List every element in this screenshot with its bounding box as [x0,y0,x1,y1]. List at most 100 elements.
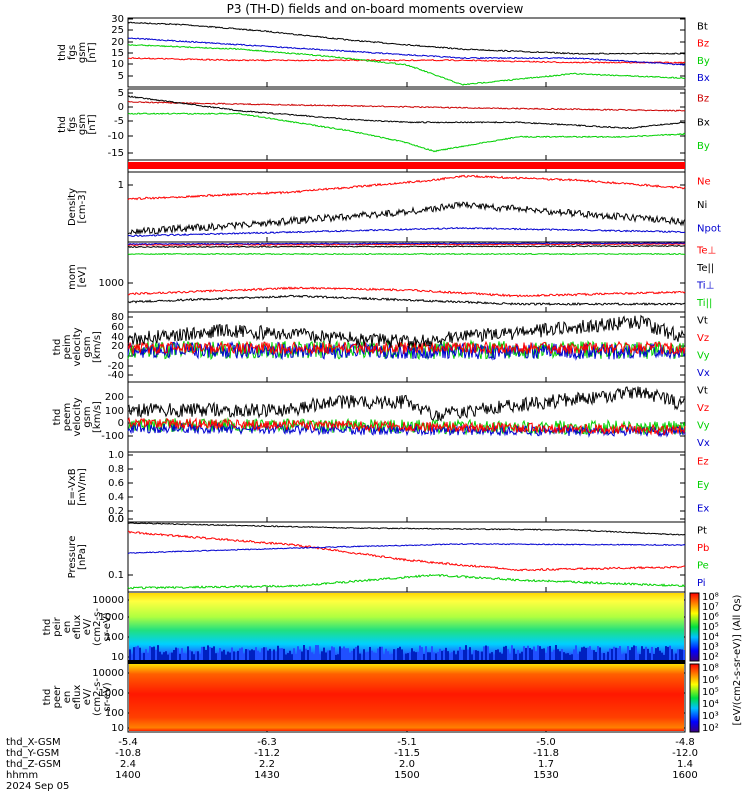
ion-spectrogram-column [305,648,307,661]
legend-entry: Pt [697,526,707,537]
ion-spectrogram-column [217,652,219,661]
x-row-label: hhmm [6,770,38,781]
ion-spectrogram-column [235,651,237,661]
ion-spectrogram-column [525,647,527,661]
x-row-value: 1530 [533,770,558,781]
panel-frame-1 [127,88,686,161]
ion-spectrogram-column [585,647,587,661]
ion-spectrogram-column [679,649,681,661]
legend-entry: Ez [697,457,709,468]
x-row-value: -10.8 [115,748,141,759]
ion-spectrogram-column [555,645,557,661]
ion-spectrogram-column [283,648,285,661]
ion-spectrogram-column [549,645,551,661]
y-tick-label: 1000 [99,688,124,699]
chart-title: P3 (TH-D) fields and on-board moments ov… [226,2,524,16]
ion-spectrogram-column [211,647,213,661]
ion-spectrogram-column [331,646,333,661]
legend-entry: Vt [697,386,708,397]
Vz-peem-line [127,417,686,437]
ion-spectrogram-column [531,649,533,661]
ion-spectrogram-column [307,650,309,661]
ion-spectrogram-column [597,646,599,661]
ion-spectrogram-column [177,648,179,661]
y-axis-label: (cm2-s- [92,608,103,646]
ion-spectrogram-column [677,649,679,661]
y-axis-label: [nT] [87,42,98,62]
ion-spectrogram-column [623,653,625,661]
ion-spectrogram-column [591,649,593,661]
ion-spectrogram-column [599,647,601,661]
y-axis-label: peer [52,685,63,709]
spectrogram-separator [128,660,685,664]
series-By-line [127,112,686,153]
ion-spectrogram-column [551,651,553,661]
Pi-line [127,573,686,590]
y-axis-label: gsm [77,114,88,135]
ion-spectrogram-column [309,646,311,661]
ion-spectrogram-column [519,653,521,661]
y-axis-label: [km/s] [92,401,103,433]
ion-spectrogram-column [249,650,251,661]
ion-spectrogram-column [667,646,669,661]
ion-spectrogram-column [671,649,673,661]
y-tick-label: 15 [111,48,124,59]
ion-spectrogram-column [375,653,377,661]
ion-spectrogram-column [483,646,485,661]
ion-spectrogram-column [149,646,151,661]
ion-spectrogram-column [507,649,509,661]
ion-spectrogram-column [267,650,269,661]
y-tick-label: 0.1 [108,570,124,581]
ion-spectrogram-column [639,654,641,661]
ion-spectrogram-column [669,645,671,661]
panel-frame-0 [127,17,686,88]
ion-spectrogram-column [437,652,439,661]
ion-spectrogram-column [195,651,197,661]
ion-spectrogram-column [301,651,303,661]
y-tick-label: 5 [118,71,124,82]
ion-spectrogram-column [537,645,539,661]
y-tick-label: 20 [111,341,124,352]
ion-spectrogram-column [231,647,233,661]
y-tick-label: -5 [114,116,124,127]
legend-entry: Pe [697,561,709,572]
ion-spectrogram-column [581,647,583,661]
y-axis-label: Density [67,188,78,226]
ion-spectrogram-column [535,651,537,661]
Ne-line [127,174,686,201]
ion-spectrogram-column [477,650,479,661]
ion-spectrogram-column [367,651,369,661]
y-tick-label: 100 [105,632,124,643]
ion-spectrogram-column [327,650,329,661]
series-Bz-line [127,57,686,64]
ion-spectrogram-column [493,654,495,661]
y-axis-label: sr-eV) [102,682,113,711]
ion-spectrogram-column [605,654,607,661]
ion-spectrogram-column [625,653,627,661]
legend-entry: Bt [697,21,708,32]
ion-spectrogram-column [251,649,253,661]
x-row-value: 2.0 [399,759,415,770]
ion-spectrogram-column [645,646,647,661]
x-row-label: thd_Y-GSM [6,748,59,759]
ion-spectrogram-column [663,654,665,661]
ion-spectrogram-column [665,646,667,661]
ion-spectrogram-column [439,648,441,661]
ion-spectrogram-column [189,650,191,661]
ion-spectrogram-column [431,646,433,661]
y-axis-label: thd [57,44,68,61]
y-tick-label: 5 [118,88,124,99]
y-tick-label: 1.0 [108,450,124,461]
y-axis-label: thd [52,339,63,356]
x-row-value: 1.7 [538,759,554,770]
y-axis-label: fgs [67,117,78,132]
legend-entry: Bx [697,73,710,84]
ion-spectrogram-column [411,648,413,661]
ion-spectrogram-column [651,646,653,661]
ion-spectrogram-column [619,646,621,661]
ion-spectrogram-column [313,654,315,661]
x-row-value: -6.3 [257,737,277,748]
ion-spectrogram-column [139,647,141,661]
ion-spectrogram-column [407,653,409,661]
ion-spectrogram-column [635,646,637,661]
